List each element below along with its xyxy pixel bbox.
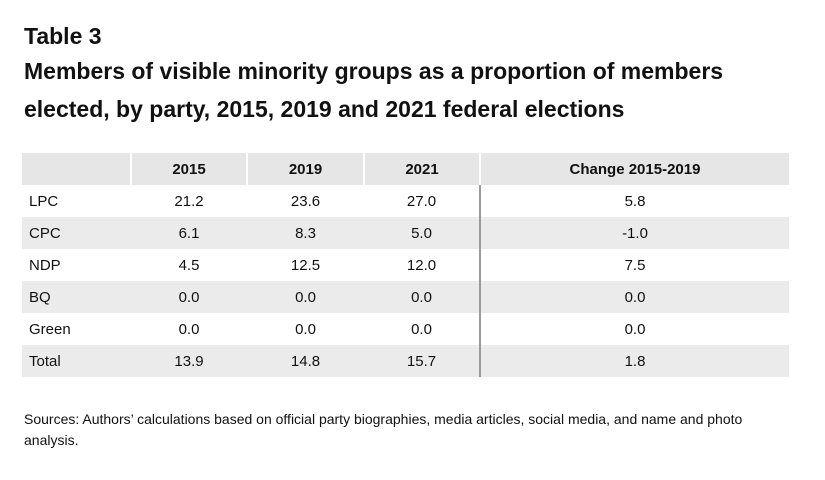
table-header-row: 2015 2019 2021 Change 2015-2019: [22, 153, 789, 185]
table-label: Table 3: [24, 23, 102, 49]
value-2021-cell: 0.0: [411, 320, 432, 338]
party-cell: Green: [29, 320, 71, 338]
table-row: LPC 21.2 23.6 27.0 5.8: [22, 185, 789, 217]
header-2015: 2015: [131, 153, 248, 185]
value-2021-cell: 15.7: [406, 352, 437, 370]
value-2019-cell: 8.3: [295, 224, 316, 242]
value-2021-cell: 5.0: [411, 224, 432, 242]
party-cell: NDP: [29, 256, 61, 274]
value-2019-cell: 23.6: [290, 192, 321, 210]
data-table: 2015 2019 2021 Change 2015-2019 LPC 21.2…: [22, 153, 789, 377]
value-2021-cell: 12.0: [406, 256, 437, 274]
value-2021-cell: 0.0: [411, 288, 432, 306]
table-row: BQ 0.0 0.0 0.0 0.0: [22, 281, 789, 313]
table-title: Members of visible minority groups as a …: [24, 58, 724, 122]
header-2019: 2019: [247, 153, 365, 185]
document-header: Table 3 Members of visible minority grou…: [24, 20, 794, 128]
change-cell: 1.8: [479, 345, 789, 377]
value-2015-cell: 6.1: [178, 224, 200, 242]
value-2015-cell: 13.9: [174, 352, 204, 370]
value-2015-cell: 21.2: [174, 192, 204, 210]
change-cell: 0.0: [479, 313, 789, 345]
party-cell: BQ: [29, 288, 51, 306]
value-2019-cell: 0.0: [295, 320, 316, 338]
party-cell: CPC: [29, 224, 61, 242]
change-cell: -1.0: [479, 217, 789, 249]
table-row-total: Total 13.9 14.8 15.7 1.8: [22, 345, 789, 377]
header-party: [22, 153, 132, 185]
table-row: NDP 4.5 12.5 12.0 7.5: [22, 249, 789, 281]
value-2021-cell: 27.0: [406, 192, 437, 210]
value-2019-cell: 12.5: [290, 256, 321, 274]
value-2019-cell: 0.0: [295, 288, 316, 306]
value-2015-cell: 0.0: [178, 288, 200, 306]
table-row: Green 0.0 0.0 0.0 0.0: [22, 313, 789, 345]
party-cell: LPC: [29, 192, 59, 210]
sources-note: Sources: Authors’ calculations based on …: [24, 411, 743, 448]
change-cell: 5.8: [479, 185, 789, 217]
table-row: CPC 6.1 8.3 5.0 -1.0: [22, 217, 789, 249]
value-2019-cell: 14.8: [290, 352, 321, 370]
header-change: Change 2015-2019: [479, 153, 789, 185]
change-cell: 0.0: [479, 281, 789, 313]
value-2015-cell: 0.0: [178, 320, 200, 338]
header-2021: 2021: [364, 153, 481, 185]
change-cell: 7.5: [479, 249, 789, 281]
value-2015-cell: 4.5: [178, 256, 200, 274]
party-cell: Total: [29, 352, 61, 370]
